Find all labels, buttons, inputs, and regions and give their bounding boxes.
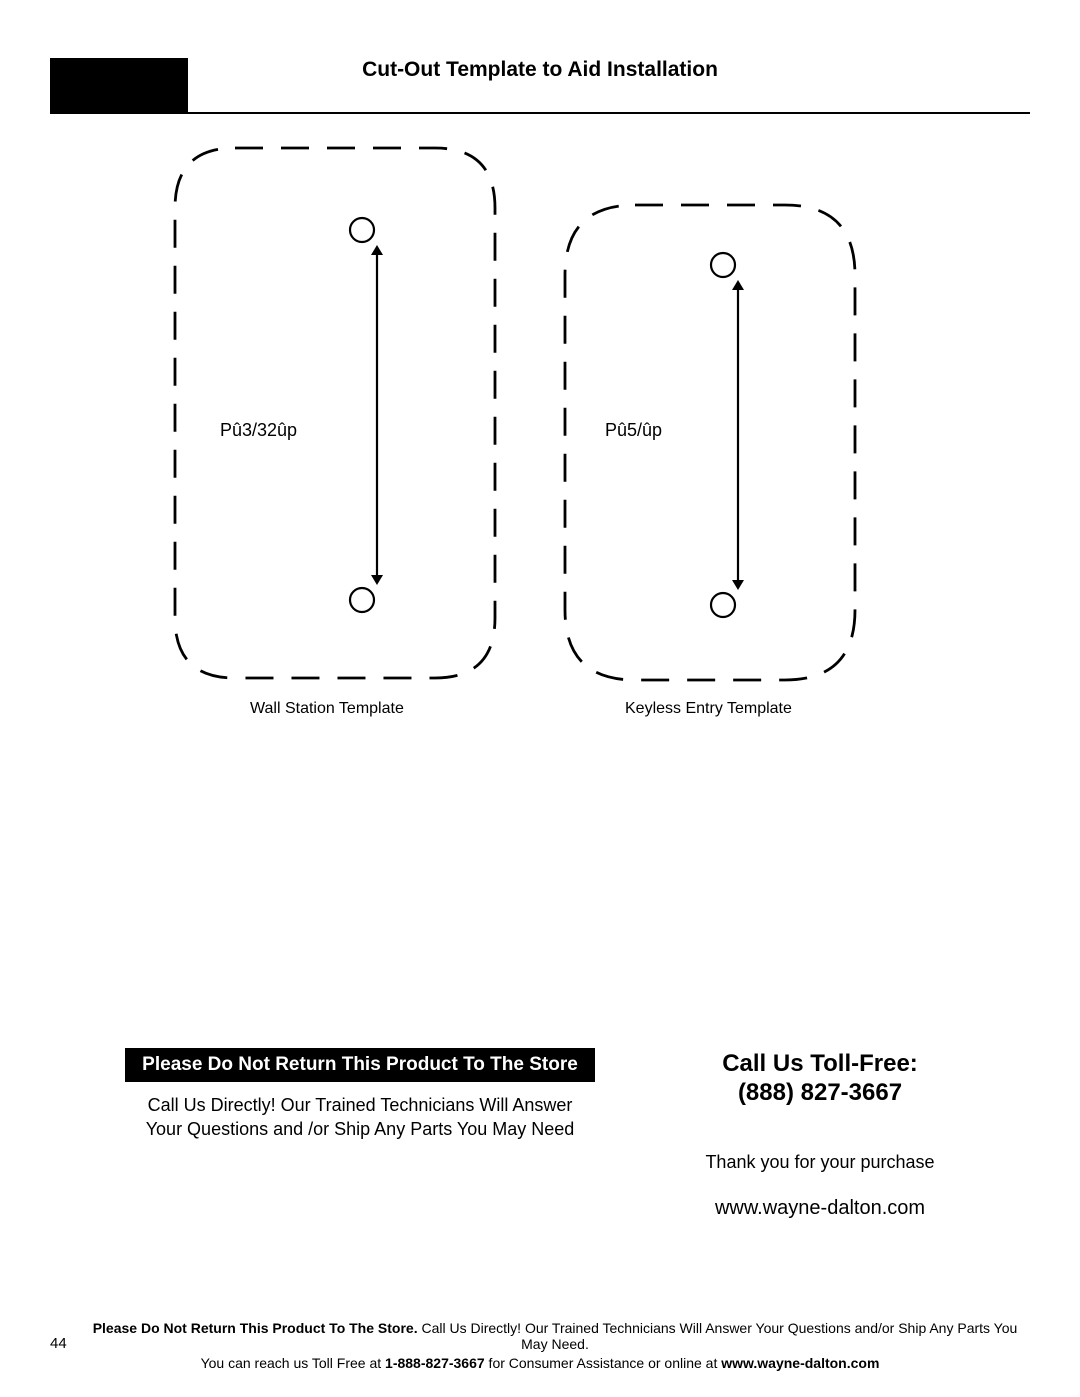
body-line-2: Your Questions and /or Ship Any Parts Yo… [146, 1119, 575, 1139]
website-text: www.wayne-dalton.com [640, 1195, 1000, 1222]
keyless-entry-dimension-label: Pû5/ûp [605, 420, 662, 441]
footer-line1-rest: Call Us Directly! Our Trained Technician… [418, 1320, 1018, 1352]
wall-station-caption: Wall Station Template [250, 700, 404, 718]
footer-site: www.wayne-dalton.com [721, 1355, 879, 1371]
template-diagram-svg [50, 130, 1030, 750]
wall-station-dimension-label: Pû3/32ûp [220, 420, 297, 441]
page: Cut-Out Template to Aid Installation Pû3… [0, 0, 1080, 1397]
template-diagram-area: Pû3/32ûp Pû5/ûp Wall Station Template Ke… [50, 130, 1030, 750]
body-text: Call Us Directly! Our Trained Technician… [125, 1093, 595, 1142]
no-return-banner: Please Do Not Return This Product To The… [125, 1048, 595, 1082]
body-line-1: Call Us Directly! Our Trained Technician… [148, 1095, 573, 1115]
keyless-entry-caption: Keyless Entry Template [625, 700, 792, 718]
footer-line2-a: You can reach us Toll Free at [201, 1355, 385, 1371]
footer-phone: 1-888-827-3667 [385, 1355, 485, 1371]
call-toll-free: Call Us Toll-Free: (888) 827-3667 [640, 1050, 1000, 1108]
header-rule [50, 112, 1030, 114]
thank-you-text: Thank you for your purchase [640, 1150, 1000, 1174]
footer-line-2: You can reach us Toll Free at 1-888-827-… [50, 1355, 1030, 1371]
page-number: 44 [50, 1335, 67, 1352]
call-title: Call Us Toll-Free: [722, 1050, 918, 1077]
footer-line2-b: for Consumer Assistance or online at [485, 1355, 722, 1371]
page-title: Cut-Out Template to Aid Installation [0, 58, 1080, 82]
footer-line-1: Please Do Not Return This Product To The… [80, 1320, 1030, 1352]
phone-number: (888) 827-3667 [738, 1079, 902, 1106]
footer-bold-prefix: Please Do Not Return This Product To The… [93, 1320, 418, 1336]
